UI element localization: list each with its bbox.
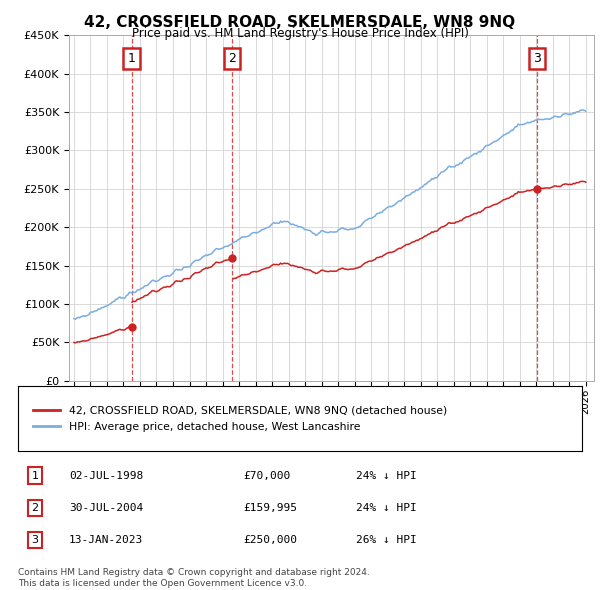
Text: 3: 3	[31, 535, 38, 545]
Text: 2: 2	[228, 52, 236, 65]
Text: This data is licensed under the Open Government Licence v3.0.: This data is licensed under the Open Gov…	[18, 579, 307, 588]
Text: 24% ↓ HPI: 24% ↓ HPI	[356, 503, 417, 513]
Text: £159,995: £159,995	[244, 503, 298, 513]
Text: 30-JUL-2004: 30-JUL-2004	[69, 503, 143, 513]
Text: Price paid vs. HM Land Registry's House Price Index (HPI): Price paid vs. HM Land Registry's House …	[131, 27, 469, 40]
Text: 02-JUL-1998: 02-JUL-1998	[69, 471, 143, 481]
Text: 1: 1	[31, 471, 38, 481]
Text: 3: 3	[533, 52, 541, 65]
Text: 42, CROSSFIELD ROAD, SKELMERSDALE, WN8 9NQ: 42, CROSSFIELD ROAD, SKELMERSDALE, WN8 9…	[85, 15, 515, 30]
Text: 26% ↓ HPI: 26% ↓ HPI	[356, 535, 417, 545]
Text: 24% ↓ HPI: 24% ↓ HPI	[356, 471, 417, 481]
Text: £250,000: £250,000	[244, 535, 298, 545]
Text: £70,000: £70,000	[244, 471, 291, 481]
Text: 1: 1	[128, 52, 136, 65]
Text: 2: 2	[31, 503, 38, 513]
Text: Contains HM Land Registry data © Crown copyright and database right 2024.: Contains HM Land Registry data © Crown c…	[18, 568, 370, 576]
Text: 13-JAN-2023: 13-JAN-2023	[69, 535, 143, 545]
Legend: 42, CROSSFIELD ROAD, SKELMERSDALE, WN8 9NQ (detached house), HPI: Average price,: 42, CROSSFIELD ROAD, SKELMERSDALE, WN8 9…	[29, 401, 452, 437]
